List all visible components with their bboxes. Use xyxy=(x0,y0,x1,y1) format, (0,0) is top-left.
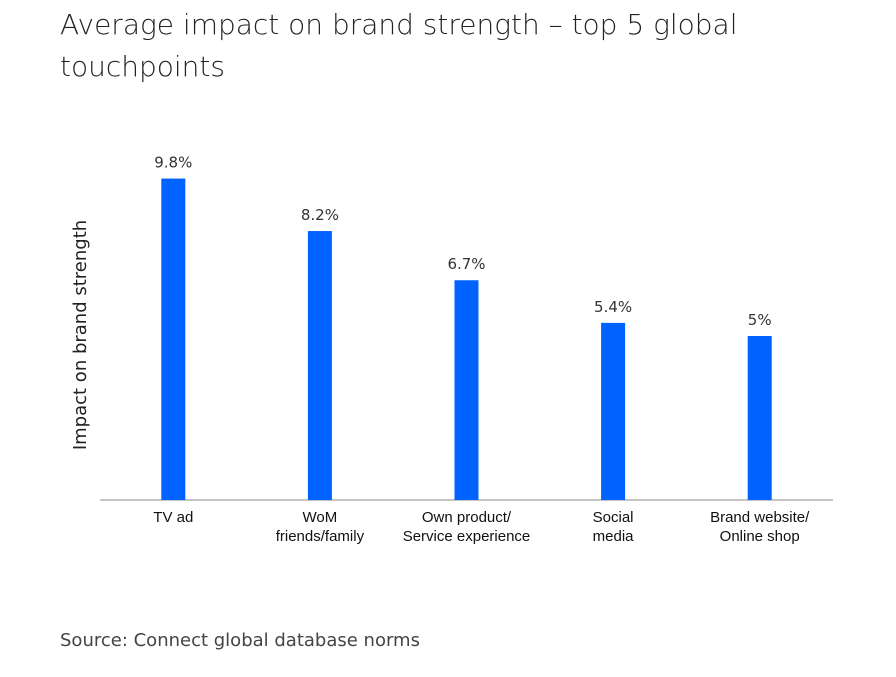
source-note: Source: Connect global database norms xyxy=(60,630,420,651)
category-label-line: Own product/ xyxy=(422,509,512,526)
category-labels-group: TV ad WoM friends/family Own product/Servic… xyxy=(153,509,810,545)
value-label: 9.8% xyxy=(154,154,192,172)
category-label-line: Online shop xyxy=(720,528,800,545)
category-label: Social media xyxy=(593,509,635,545)
value-label: 6.7% xyxy=(447,255,485,273)
category-label: Brand website/Online shop xyxy=(710,509,810,545)
category-label: Own product/Service experience xyxy=(403,509,531,545)
bar xyxy=(307,231,332,501)
bar xyxy=(601,322,626,500)
y-axis-label: Impact on brand strength xyxy=(70,220,91,450)
bar xyxy=(161,178,186,500)
category-label-line: media xyxy=(593,528,635,545)
chart-title: Average impact on brand strength – top 5… xyxy=(60,8,738,83)
bar xyxy=(747,336,772,500)
bar xyxy=(454,280,479,500)
value-label: 5% xyxy=(748,311,772,329)
bars-group xyxy=(161,178,772,501)
value-label: 5.4% xyxy=(594,298,632,316)
value-labels-group: 9.8% 8.2% 6.7% 5.4% 5% xyxy=(154,154,771,329)
value-label: 8.2% xyxy=(301,206,339,224)
category-label-line: TV ad xyxy=(153,509,193,526)
category-label-line: Social xyxy=(593,509,634,526)
category-label: TV ad xyxy=(153,509,193,526)
category-label-line: Service experience xyxy=(403,528,531,545)
category-label-line: WoM xyxy=(303,509,338,526)
category-label: WoM friends/family xyxy=(276,509,365,545)
category-label-line: friends/family xyxy=(276,528,365,545)
category-label-line: Brand website/ xyxy=(710,509,810,526)
